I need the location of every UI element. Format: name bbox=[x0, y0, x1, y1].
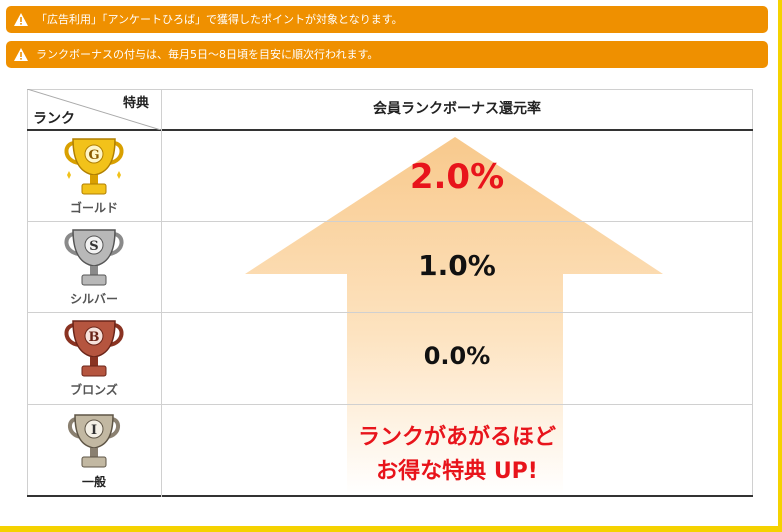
rank-cell-regular: I 一般 bbox=[27, 405, 161, 496]
row-divider bbox=[27, 312, 753, 313]
svg-text:I: I bbox=[91, 423, 97, 438]
warning-icon bbox=[14, 48, 28, 61]
column-divider bbox=[161, 89, 162, 497]
row-divider bbox=[27, 404, 753, 405]
rank-label-silver: シルバー bbox=[69, 292, 118, 306]
up-arrow-icon bbox=[245, 137, 663, 495]
rank-bonus-table: 特典 ランク 会員ランクボーナス還元率 G ゴールド S シルバー bbox=[27, 89, 753, 498]
notice-banner: 「広告利用」「アンケートひろば」で獲得したポイントが対象となります。 bbox=[6, 6, 768, 33]
rank-label-bronze: ブロンズ bbox=[70, 383, 118, 397]
gold-trophy-icon: G bbox=[64, 138, 124, 195]
bonus-rate-gold: 2.0% bbox=[409, 157, 505, 197]
notice-banner: ランクボーナスの付与は、毎月5日〜8日頃を目安に順次行われます。 bbox=[6, 41, 768, 68]
corner-header-benefit: 特典 bbox=[123, 96, 150, 111]
rank-label-regular: 一般 bbox=[81, 475, 106, 489]
table-border bbox=[752, 89, 753, 497]
rank-cell-silver: S シルバー bbox=[27, 222, 161, 313]
svg-text:G: G bbox=[88, 148, 99, 163]
silver-trophy-icon: S bbox=[64, 229, 124, 286]
regular-trophy-icon: I bbox=[68, 414, 120, 468]
rank-cell-bronze: B ブロンズ bbox=[27, 313, 161, 404]
rank-label-gold: ゴールド bbox=[69, 201, 118, 215]
slogan-line: ランクがあがるほど bbox=[357, 425, 556, 450]
corner-diagonal bbox=[27, 89, 161, 130]
notice-text: ランクボーナスの付与は、毎月5日〜8日頃を目安に順次行われます。 bbox=[36, 48, 379, 61]
svg-text:B: B bbox=[89, 330, 100, 345]
corner-header-rank: ランク bbox=[33, 111, 75, 127]
row-divider bbox=[27, 221, 753, 222]
bonus-rate-silver: 1.0% bbox=[418, 249, 496, 282]
bonus-rate-bronze: 0.0% bbox=[423, 342, 491, 370]
table-border bbox=[27, 495, 753, 497]
rank-cell-gold: G ゴールド bbox=[27, 131, 161, 222]
notice-text: 「広告利用」「アンケートひろば」で獲得したポイントが対象となります。 bbox=[36, 13, 403, 26]
bronze-trophy-icon: B bbox=[64, 320, 124, 377]
header-divider bbox=[27, 129, 753, 131]
column-header: 会員ランクボーナス還元率 bbox=[373, 101, 541, 117]
table-border bbox=[27, 89, 753, 90]
slogan-line: お得な特典 UP! bbox=[376, 459, 538, 484]
table-border bbox=[27, 89, 28, 497]
warning-icon bbox=[14, 13, 28, 26]
svg-text:S: S bbox=[89, 239, 98, 254]
